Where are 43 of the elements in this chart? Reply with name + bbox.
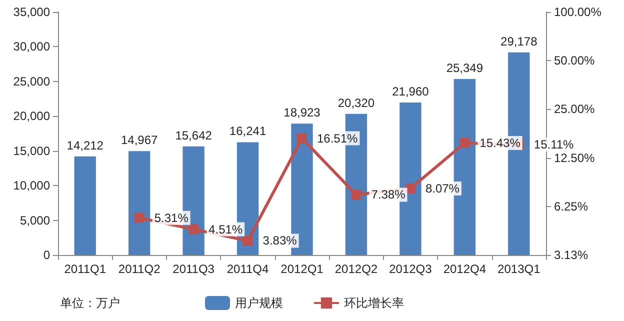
data-label: 7.38%	[371, 188, 406, 202]
y2-tick-label: 6.25%	[554, 199, 588, 214]
y-tick-label: 10,000	[13, 178, 50, 193]
x-tick-label: 2012Q4	[443, 262, 486, 276]
y2-tick-label: 100.00%	[554, 5, 602, 19]
data-label: 14,967	[120, 133, 158, 148]
y2-tick-label: 50.00%	[554, 54, 596, 68]
data-label: 3.83%	[262, 234, 298, 248]
y2-tick-label: 12.50%	[554, 150, 596, 165]
text: 单位：万户	[60, 296, 120, 310]
y-tick-label: 20,000	[13, 109, 50, 124]
x-tick-label: 2012Q2	[334, 262, 378, 276]
data-label: 8.07%	[425, 181, 460, 196]
y-tick-label: 0	[43, 248, 50, 262]
data-label: 16.51%	[317, 131, 358, 146]
legend-label: 环比增长率	[344, 296, 404, 310]
data-label: 4.51%	[208, 222, 243, 236]
x-tick-label: 2012Q3	[389, 262, 432, 276]
y-tick-label: 25,000	[13, 74, 50, 88]
x-tick-label: 2011Q2	[118, 262, 161, 276]
data-label: 15.43%	[480, 136, 521, 150]
data-label: 29,178	[500, 34, 538, 48]
data-label: 16,241	[229, 124, 266, 138]
y-tick-label: 35,000	[13, 5, 50, 19]
data-label: 14,212	[66, 138, 104, 152]
x-tick-label: 2011Q4	[226, 262, 270, 276]
data-label: 21,960	[392, 84, 430, 99]
x-tick-label: 2011Q1	[64, 262, 106, 276]
x-tick-label: 2012Q1	[280, 262, 324, 276]
data-label: 15,642	[175, 128, 212, 142]
data-label: 5.31%	[154, 210, 189, 225]
y2-tick-label: 25.00%	[554, 102, 596, 116]
data-label: 20,320	[338, 96, 375, 110]
x-tick-label: 2013Q1	[498, 262, 541, 276]
data-label: 25,349	[446, 61, 484, 76]
data-label: 18,923	[284, 106, 321, 120]
legend-label: 用户规模	[235, 296, 283, 310]
y-tick-label: 5,000	[20, 213, 50, 228]
data-label: 15.11%	[534, 138, 574, 152]
x-tick-label: 2011Q3	[172, 262, 215, 276]
y2-tick-label: 3.13%	[554, 248, 588, 262]
y-tick-label: 30,000	[13, 40, 50, 54]
y-tick-label: 15,000	[13, 144, 50, 158]
